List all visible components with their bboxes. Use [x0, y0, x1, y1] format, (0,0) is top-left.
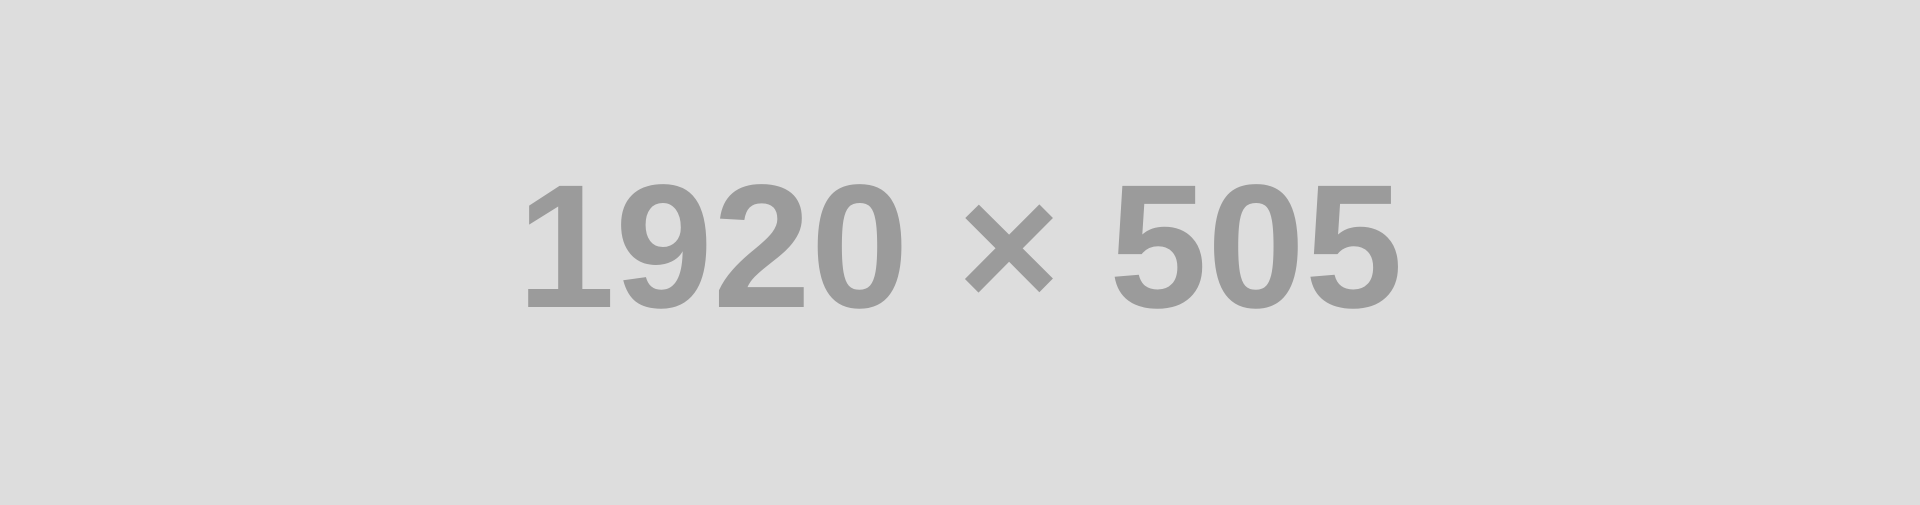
dimensions-label: 1920 × 505 — [517, 148, 1403, 345]
